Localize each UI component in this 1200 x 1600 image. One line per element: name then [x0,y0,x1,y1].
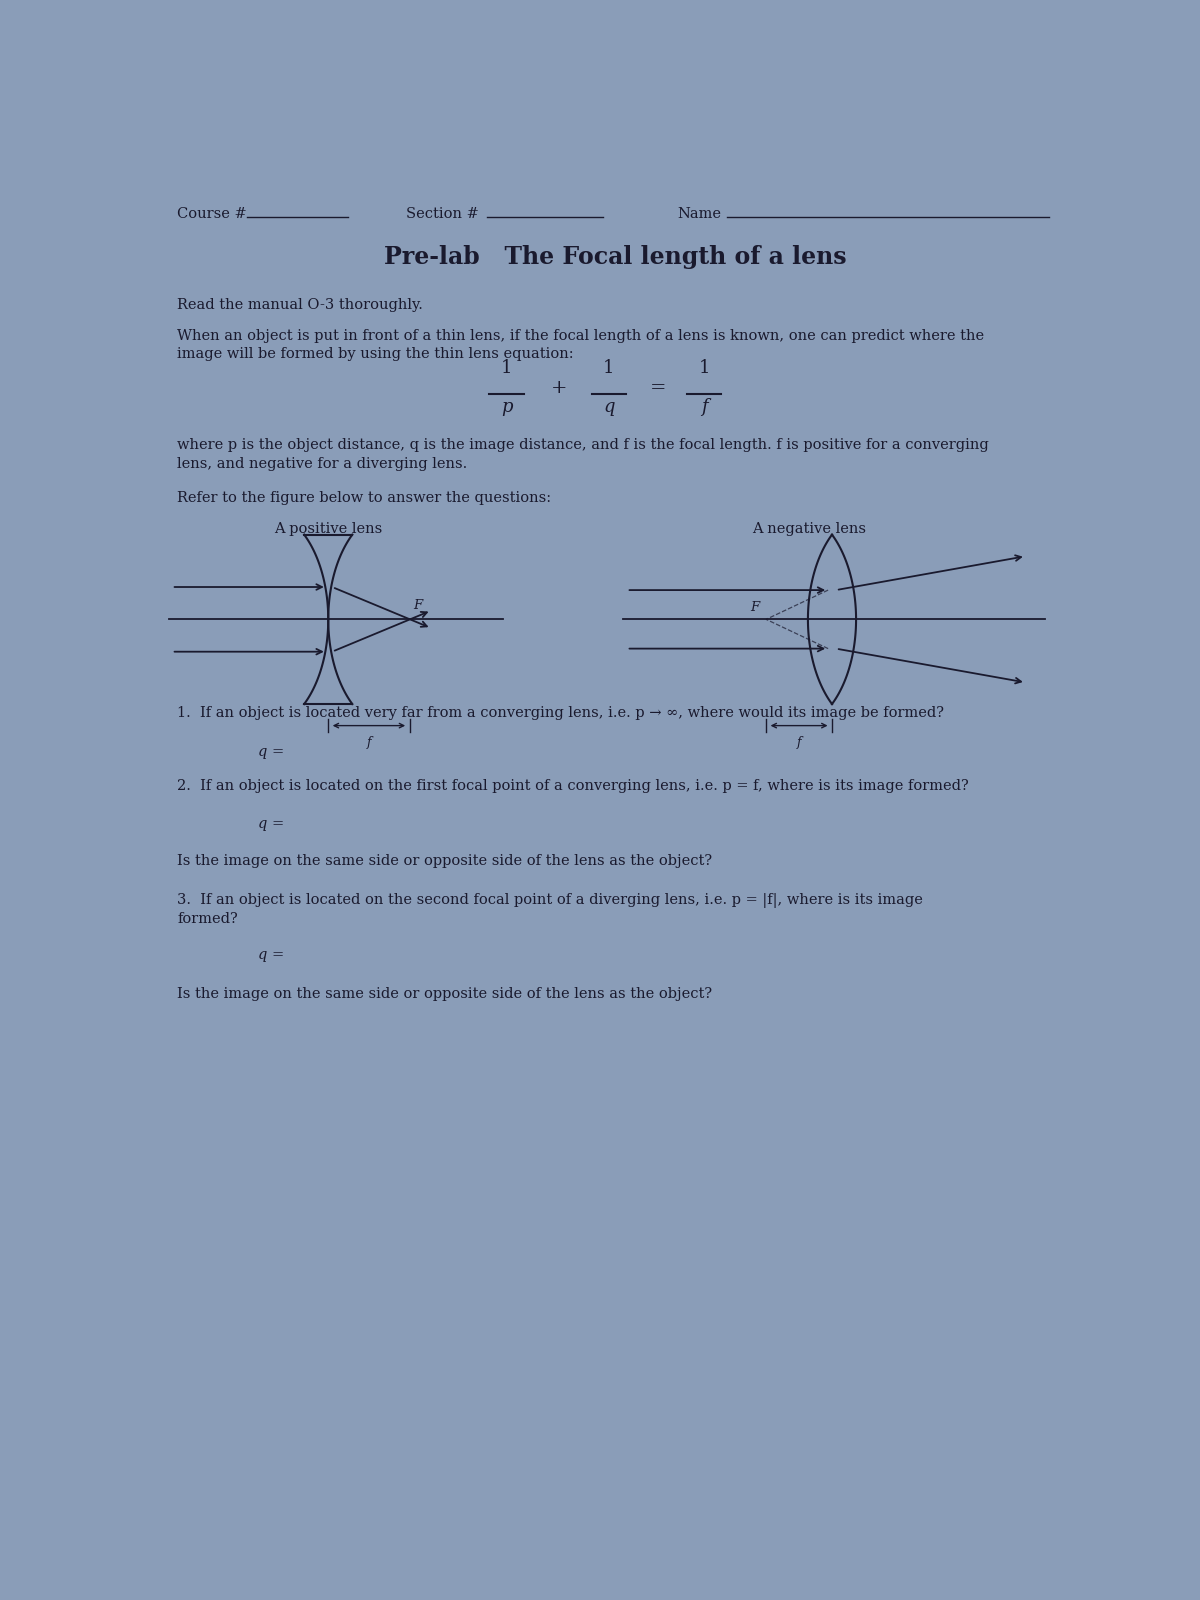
Text: F: F [414,598,422,611]
Text: f: f [797,736,802,749]
Text: 3.  If an object is located on the second focal point of a diverging lens, i.e. : 3. If an object is located on the second… [178,893,923,926]
Text: Course #: Course # [178,206,247,221]
Text: 1.  If an object is located very far from a converging lens, i.e. p → ∞, where w: 1. If an object is located very far from… [178,706,944,720]
Text: 1: 1 [500,358,512,376]
Text: f: f [367,736,371,749]
Text: Is the image on the same side or opposite side of the lens as the object?: Is the image on the same side or opposit… [178,854,713,869]
Text: When an object is put in front of a thin lens, if the focal length of a lens is : When an object is put in front of a thin… [178,330,984,362]
Text: p: p [500,397,512,416]
Text: +: + [551,379,568,397]
Text: f: f [701,397,708,416]
Text: Read the manual O-3 thoroughly.: Read the manual O-3 thoroughly. [178,298,424,312]
Text: =: = [649,379,666,397]
Text: Is the image on the same side or opposite side of the lens as the object?: Is the image on the same side or opposit… [178,987,713,1000]
Text: Name: Name [677,206,721,221]
Text: Section #: Section # [406,206,479,221]
Text: Refer to the figure below to answer the questions:: Refer to the figure below to answer the … [178,491,551,504]
Text: q =: q = [258,746,284,758]
Text: A positive lens: A positive lens [274,522,383,536]
Text: q =: q = [258,949,284,962]
Text: q =: q = [258,818,284,832]
Text: 1: 1 [698,358,710,376]
Text: q: q [604,397,614,416]
Text: 2.  If an object is located on the first focal point of a converging lens, i.e. : 2. If an object is located on the first … [178,779,968,792]
Text: A negative lens: A negative lens [751,522,865,536]
Text: 1: 1 [604,358,614,376]
Text: F: F [751,600,760,613]
Text: where p is the object distance, q is the image distance, and f is the focal leng: where p is the object distance, q is the… [178,438,989,470]
Text: Pre-lab   The Focal length of a lens: Pre-lab The Focal length of a lens [384,245,846,269]
